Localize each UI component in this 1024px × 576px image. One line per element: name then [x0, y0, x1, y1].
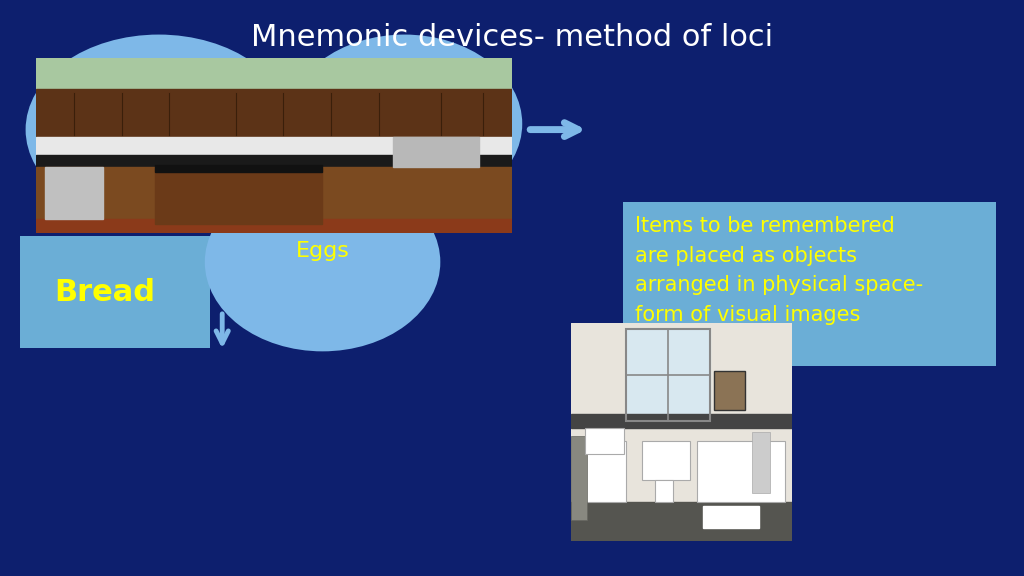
Bar — [642, 441, 690, 480]
Bar — [715, 371, 745, 410]
Bar — [627, 329, 710, 421]
Text: Tomatoes: Tomatoes — [99, 118, 218, 142]
Bar — [36, 166, 512, 233]
Bar — [393, 137, 478, 166]
Ellipse shape — [287, 35, 522, 213]
Bar — [583, 441, 627, 502]
Bar — [36, 155, 512, 166]
Bar — [697, 441, 785, 502]
Text: Bread: Bread — [54, 278, 156, 307]
Bar — [752, 432, 770, 493]
Bar — [155, 165, 322, 172]
FancyBboxPatch shape — [623, 202, 996, 366]
Bar — [36, 58, 512, 89]
Bar — [585, 427, 625, 454]
Ellipse shape — [205, 173, 440, 351]
FancyBboxPatch shape — [20, 236, 210, 348]
Text: Eggs: Eggs — [296, 241, 349, 260]
Text: Items to be remembered
are placed as objects
arranged in physical space-
form of: Items to be remembered are placed as obj… — [635, 216, 923, 325]
Bar — [571, 437, 587, 520]
Bar — [36, 137, 512, 156]
Bar — [36, 89, 512, 137]
Bar — [703, 506, 759, 528]
Text: Soap: Soap — [361, 109, 447, 138]
Bar — [571, 415, 792, 427]
Bar — [36, 219, 512, 233]
Bar — [155, 168, 322, 225]
Text: Mnemonic devices- method of loci: Mnemonic devices- method of loci — [251, 23, 773, 52]
Bar — [45, 166, 102, 219]
Bar — [571, 502, 792, 541]
Bar — [655, 480, 673, 502]
Ellipse shape — [26, 35, 292, 225]
Bar — [627, 329, 710, 421]
